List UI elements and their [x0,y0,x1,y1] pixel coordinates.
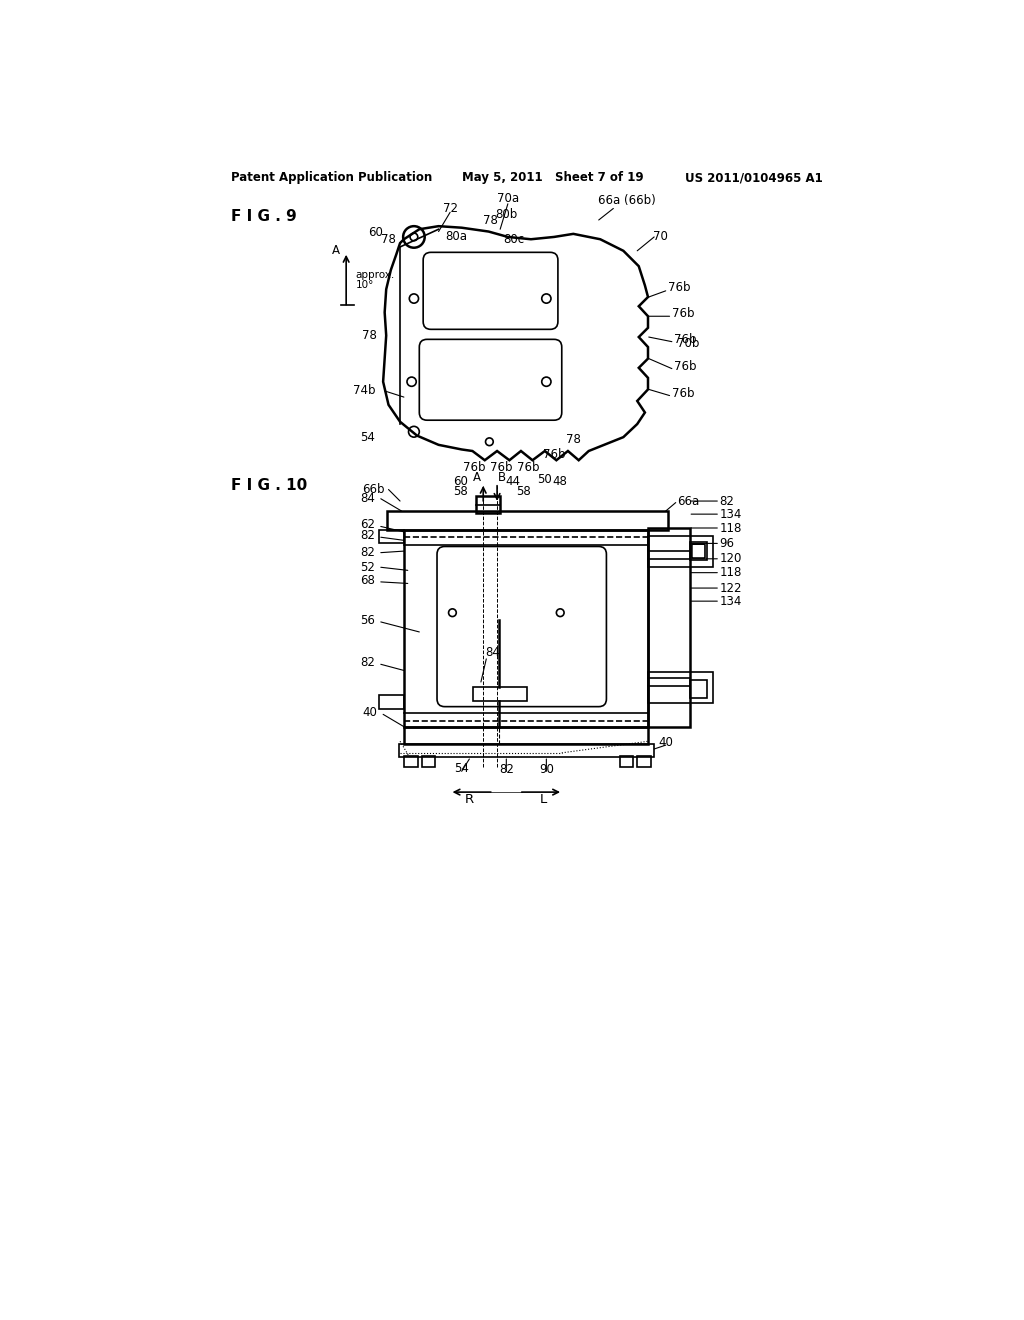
Text: 10°: 10° [355,280,374,290]
Text: 74b: 74b [353,384,376,397]
Text: 68: 68 [360,574,376,587]
Text: 90: 90 [539,763,554,776]
Text: 78: 78 [381,232,396,246]
Text: 76b: 76b [543,449,565,462]
Text: 76b: 76b [674,360,696,372]
Text: 80b: 80b [496,209,517,222]
Text: 120: 120 [720,552,742,565]
Bar [648,672,714,702]
Text: 76b: 76b [672,387,694,400]
Bar [648,536,714,566]
Text: 66a (66b): 66a (66b) [598,194,656,207]
Text: 50: 50 [538,473,552,486]
Text: 70a: 70a [497,191,519,205]
Text: 48: 48 [553,475,567,488]
Text: 76b: 76b [674,333,696,346]
Bar [475,496,500,512]
Bar [403,726,648,743]
Text: 66a: 66a [677,495,699,508]
Text: L: L [540,793,547,807]
Text: May 5, 2011   Sheet 7 of 19: May 5, 2011 Sheet 7 of 19 [462,172,643,185]
Text: 58: 58 [453,486,468,499]
Text: 62: 62 [360,517,376,531]
Text: 76b: 76b [517,462,540,474]
Text: 82: 82 [360,546,376,560]
Text: 118: 118 [720,521,742,535]
Text: 76b: 76b [490,462,513,474]
Text: 78: 78 [362,329,377,342]
Text: A: A [332,244,340,257]
Text: 44: 44 [505,474,520,487]
Bar [387,511,668,529]
Text: 40: 40 [658,735,673,748]
Text: 122: 122 [720,582,742,594]
Text: 134: 134 [720,508,742,520]
Bar [620,756,634,767]
Text: 118: 118 [720,566,742,579]
Text: B: B [498,471,506,483]
Text: 82: 82 [720,495,734,508]
Bar [403,529,648,726]
Text: A: A [473,471,481,483]
Text: 78: 78 [566,433,581,446]
Text: 54: 54 [360,430,376,444]
Bar [648,528,690,726]
Text: 40: 40 [362,706,377,719]
Text: 54: 54 [455,762,469,775]
Text: 80c: 80c [504,232,524,246]
Bar [690,543,708,561]
Text: 56: 56 [360,614,376,627]
Text: 60: 60 [369,226,383,239]
Text: 84: 84 [360,492,376,506]
Text: Patent Application Publication: Patent Application Publication [230,172,432,185]
Bar [637,756,651,767]
Bar [422,756,435,767]
Text: 76b: 76b [672,308,694,321]
Text: F I G . 9: F I G . 9 [230,209,296,223]
Text: 78: 78 [483,214,499,227]
Text: 84: 84 [485,647,500,659]
Text: approx.: approx. [355,271,394,280]
Text: 76b: 76b [464,462,486,474]
Text: 96: 96 [720,537,734,550]
Text: 76b: 76b [668,281,690,294]
Text: 134: 134 [720,594,742,607]
Text: 82: 82 [360,529,376,543]
Text: 52: 52 [360,561,376,574]
Bar [379,529,403,544]
Text: 66b: 66b [362,483,385,496]
Bar [398,743,654,756]
Bar [473,688,527,701]
Text: 80a: 80a [445,231,467,243]
Bar [690,680,708,698]
Text: 58: 58 [516,486,530,499]
Text: 82: 82 [499,763,514,776]
Text: 60: 60 [453,474,468,487]
Text: US 2011/0104965 A1: US 2011/0104965 A1 [685,172,822,185]
Text: 72: 72 [442,202,458,215]
Text: 82: 82 [360,656,376,669]
Text: R: R [465,793,474,807]
Bar [403,756,418,767]
Text: F I G . 10: F I G . 10 [230,478,307,494]
Bar [379,696,403,709]
Text: 70: 70 [653,231,668,243]
Text: 70b: 70b [677,337,699,350]
